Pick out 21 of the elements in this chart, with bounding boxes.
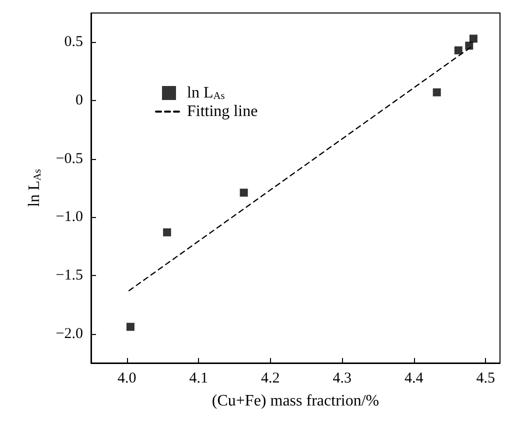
point xyxy=(240,188,248,197)
point xyxy=(454,46,462,54)
point xyxy=(126,322,134,331)
legend-label: Fitting line xyxy=(187,103,258,120)
x-axis-title: (Cu+Fe) mass fractrion/% xyxy=(212,392,380,410)
y-tick-label: 0 xyxy=(76,92,83,108)
point xyxy=(163,228,172,236)
x-tick-label: 4.0 xyxy=(118,370,136,386)
y-tick-label: −0.5 xyxy=(56,150,83,167)
point xyxy=(469,34,478,43)
y-tick-label: −1.5 xyxy=(56,268,83,284)
x-tick-label: 4.3 xyxy=(332,370,352,386)
x-tick-label: 4.2 xyxy=(261,370,280,386)
y-tick-label: −1.0 xyxy=(56,209,83,226)
x-tick-label: 4.5 xyxy=(476,370,496,386)
x-tick-label: 4.4 xyxy=(404,370,424,386)
y-tick-label: 0.5 xyxy=(64,34,83,50)
y-tick-label: −2.0 xyxy=(56,326,83,342)
y-axis-title: ln LAs xyxy=(26,169,44,207)
point xyxy=(432,88,441,96)
x-tick-label: 4.1 xyxy=(189,370,208,386)
